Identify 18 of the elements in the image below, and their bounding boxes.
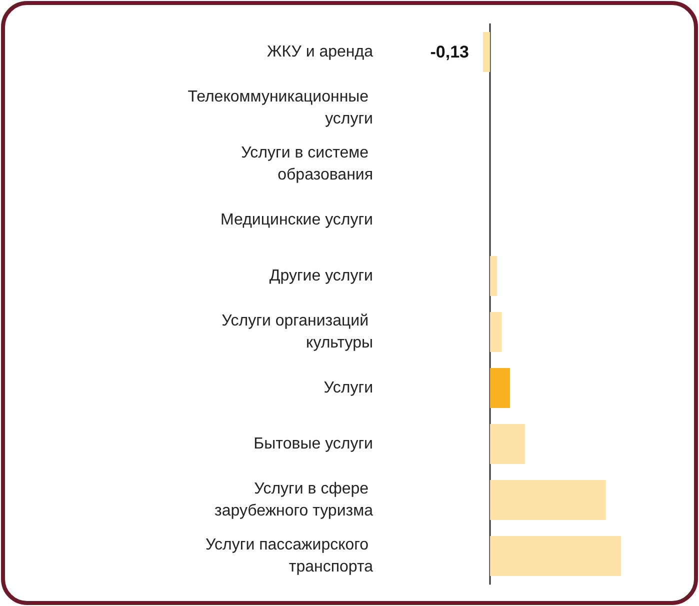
y-tick-label: ЖКУ и аренда — [266, 44, 374, 60]
y-tick-label: Услуги организаций культуры — [222, 312, 373, 352]
y-tick-label: Услуги в сфере зарубежного туризма — [214, 480, 374, 520]
y-tick-label: Другие услуги — [269, 268, 373, 284]
bar — [483, 32, 490, 72]
y-tick-label: Телекоммуникационные услуги — [188, 88, 373, 128]
y-tick-label: Бытовые услуги — [254, 436, 373, 452]
y-tick-label: Услуги пассажирского транспорта — [205, 536, 374, 576]
data-label: -0,13 — [430, 42, 469, 62]
bar — [490, 368, 510, 408]
bar — [490, 312, 502, 352]
bar — [490, 424, 526, 464]
bar — [490, 480, 606, 520]
y-tick-label: Медицинские услуги — [220, 212, 373, 228]
bar — [490, 256, 498, 296]
bar — [490, 536, 621, 576]
y-tick-label: Услуги в системе образования — [241, 144, 373, 184]
y-tick-label: Услуги — [324, 380, 373, 396]
